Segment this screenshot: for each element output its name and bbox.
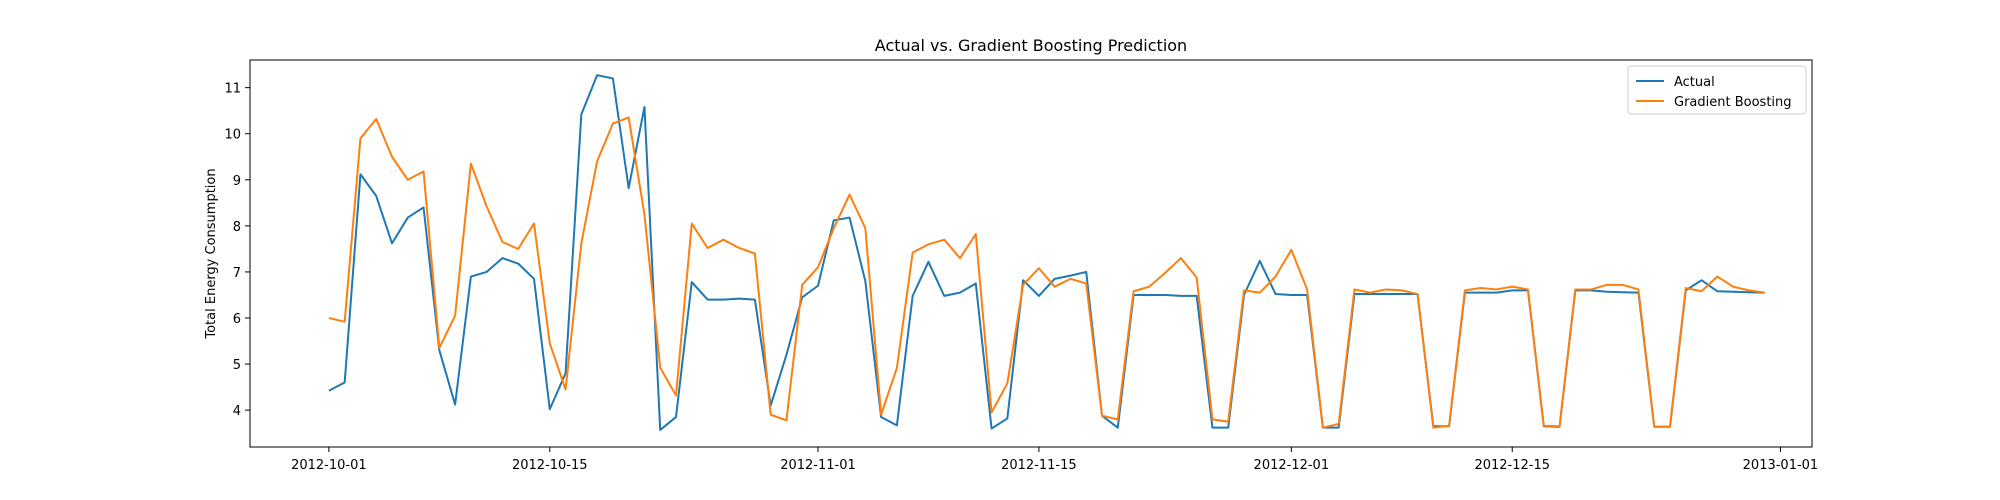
legend: Actual Gradient Boosting xyxy=(1627,65,1807,115)
y-tick-label: 11 xyxy=(224,82,241,97)
y-axis-ticks: 4 5 6 7 8 9 10 11 xyxy=(224,82,250,419)
series-line-actual xyxy=(328,74,1765,431)
y-tick-label: 6 xyxy=(233,312,241,327)
chart-title: Actual vs. Gradient Boosting Prediction xyxy=(875,36,1187,55)
y-tick-label: 4 xyxy=(233,404,241,419)
legend-label: Gradient Boosting xyxy=(1674,95,1792,110)
legend-box xyxy=(1627,65,1807,115)
series-line-gradient-boosting xyxy=(328,116,1765,429)
x-tick-label: 2012-11-15 xyxy=(1001,458,1077,473)
x-tick-label: 2012-12-01 xyxy=(1254,458,1330,473)
y-tick-label: 8 xyxy=(233,220,241,235)
y-tick-label: 7 xyxy=(233,266,241,281)
x-tick-label: 2012-11-01 xyxy=(780,458,856,473)
y-tick-label: 10 xyxy=(224,128,241,143)
y-tick-label: 9 xyxy=(233,174,241,189)
series-lines xyxy=(328,74,1765,431)
plot-area-frame xyxy=(249,59,1813,448)
y-axis-label: Total Energy Consumption xyxy=(204,168,219,339)
x-tick-label: 2012-10-15 xyxy=(512,458,588,473)
x-tick-label: 2012-10-01 xyxy=(291,458,367,473)
x-axis-ticks: 2012-10-01 2012-10-15 2012-11-01 2012-11-15… xyxy=(291,447,1818,473)
legend-label: Actual xyxy=(1674,75,1715,90)
x-tick-label: 2012-12-15 xyxy=(1474,458,1550,473)
x-tick-label: 2013-01-01 xyxy=(1743,458,1819,473)
y-tick-label: 5 xyxy=(233,358,241,373)
